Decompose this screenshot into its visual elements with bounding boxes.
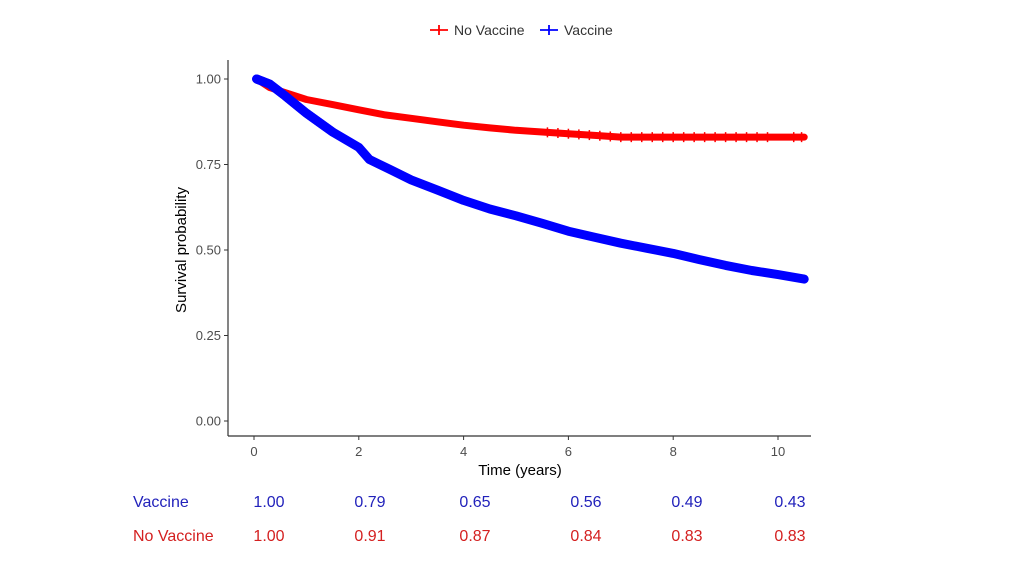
legend-label: Vaccine [564, 22, 613, 38]
x-tick-label: 10 [771, 444, 785, 459]
survival-chart: No Vaccine Vaccine 0.00 0.25 0.50 0.75 1.00 0 2… [173, 22, 811, 479]
risk-table-value: 0.83 [671, 528, 703, 545]
series-no-vaccine-thin-line [256, 78, 805, 138]
x-tick-label: 2 [355, 444, 362, 459]
risk-table-value: 0.43 [774, 494, 806, 511]
curves [252, 74, 809, 284]
risk-table-value: 0.49 [671, 494, 703, 511]
x-tick-label: 4 [460, 444, 467, 459]
risk-table-value: 0.91 [354, 528, 386, 545]
risk-table-value: 0.83 [774, 528, 806, 545]
risk-table-row-label: No Vaccine [133, 528, 214, 545]
series-no-vaccine-line [253, 75, 808, 141]
x-tick-label: 0 [250, 444, 257, 459]
series-vaccine-line-overlay [252, 74, 338, 137]
legend: No Vaccine Vaccine [430, 22, 613, 38]
legend-label: No Vaccine [454, 22, 525, 38]
x-tick-label: 6 [565, 444, 572, 459]
risk-table-value: 0.56 [570, 494, 602, 511]
risk-table-value: 0.79 [354, 494, 386, 511]
risk-table-value: 0.87 [459, 528, 491, 545]
risk-table-value: 0.84 [570, 528, 602, 545]
y-tick-label: 0.25 [196, 328, 221, 343]
x-tick-label: 8 [670, 444, 677, 459]
y-tick-label: 0.75 [196, 157, 221, 172]
y-tick-label: 0.50 [196, 243, 221, 258]
risk-table-row: No Vaccine 1.00 0.91 0.87 0.84 0.83 0.83 [0, 528, 1024, 552]
y-tick-label: 1.00 [196, 72, 221, 87]
risk-table-row-label: Vaccine [133, 494, 189, 511]
axes: 0.00 0.25 0.50 0.75 1.00 0 2 4 6 8 10 [196, 60, 811, 459]
y-axis-title: Survival probability [173, 187, 190, 313]
risk-table-value: 1.00 [253, 494, 285, 511]
risk-table-value: 0.65 [459, 494, 491, 511]
risk-table-value: 1.00 [253, 528, 285, 545]
risk-table-row: Vaccine 1.00 0.79 0.65 0.56 0.49 0.43 [0, 494, 1024, 518]
x-axis-title: Time (years) [478, 462, 562, 479]
y-tick-label: 0.00 [196, 414, 221, 429]
